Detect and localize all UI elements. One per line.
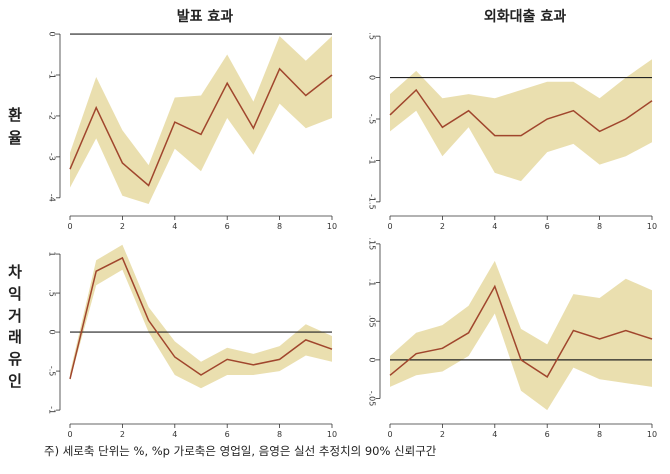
y-tick-label: -1 bbox=[368, 156, 377, 164]
x-tick-label: 6 bbox=[545, 222, 550, 231]
estimate-series-line bbox=[389, 88, 653, 137]
row-label-char: 차 bbox=[8, 263, 22, 281]
x-tick-label: 8 bbox=[277, 430, 282, 439]
y-tick-label: -2 bbox=[48, 112, 57, 120]
x-tick-label: 4 bbox=[492, 430, 497, 439]
y-tick-label: -1.5 bbox=[368, 194, 377, 210]
x-tick-label: 2 bbox=[120, 222, 125, 231]
row-label-char: 래 bbox=[8, 328, 22, 347]
y-tick-label: -3 bbox=[48, 153, 57, 161]
x-tick-label: 8 bbox=[277, 222, 282, 231]
y-tick-label: .15 bbox=[368, 237, 377, 250]
x-tick-label: 10 bbox=[327, 430, 337, 439]
x-tick-label: 0 bbox=[387, 222, 392, 231]
x-tick-label: 6 bbox=[545, 430, 550, 439]
y-tick-label: -.5 bbox=[48, 366, 57, 377]
estimate-series-line bbox=[69, 256, 333, 380]
estimate-series-line bbox=[69, 67, 333, 187]
row-label-char: 인 bbox=[8, 371, 22, 390]
x-tick-label: 2 bbox=[440, 222, 445, 231]
y-tick-label: .05 bbox=[368, 315, 377, 328]
chart-arbitrage-announcement: 1 .5 0 -.5 -1 0 2 4 6 8 10 bbox=[48, 244, 337, 439]
row-label-exchange-rate: 환 율 bbox=[4, 104, 26, 149]
x-tick-label: 2 bbox=[440, 430, 445, 439]
y-tick-label: .5 bbox=[48, 289, 57, 297]
chart-exchange-rate-announcement: 0 -1 -2 -3 -4 0 2 4 6 8 10 bbox=[48, 32, 338, 231]
x-tick-label: 0 bbox=[67, 222, 72, 231]
x-tick-label: 6 bbox=[225, 430, 230, 439]
x-tick-label: 4 bbox=[172, 222, 177, 231]
x-tick-label: 8 bbox=[597, 430, 602, 439]
y-tick-label: 0 bbox=[48, 330, 57, 335]
x-tick-label: 6 bbox=[225, 222, 230, 231]
x-tick-label: 10 bbox=[647, 430, 657, 439]
confidence-band bbox=[390, 260, 652, 411]
x-tick-label: 4 bbox=[172, 430, 177, 439]
column-title-announcement: 발표 효과 bbox=[176, 9, 234, 25]
x-tick-label: 8 bbox=[597, 222, 602, 231]
estimate-series-line bbox=[389, 284, 653, 378]
y-tick-label: -1 bbox=[48, 71, 57, 79]
x-tick-label: 2 bbox=[120, 430, 125, 439]
y-tick-label: -.5 bbox=[368, 114, 377, 125]
y-tick-label: 1 bbox=[48, 251, 57, 256]
y-tick-label: .5 bbox=[368, 32, 377, 40]
confidence-band bbox=[390, 59, 652, 182]
y-tick-label: -4 bbox=[48, 194, 57, 202]
y-tick-label: -.05 bbox=[368, 391, 377, 407]
confidence-band bbox=[70, 244, 332, 389]
row-label-char: 익 bbox=[8, 284, 22, 303]
y-tick-label: -1 bbox=[48, 406, 57, 414]
footnote: 주) 세로축 단위는 %, %p 가로축은 영업일, 음영은 실선 추정치의 9… bbox=[44, 444, 437, 458]
row-label-char: 환 bbox=[8, 106, 22, 124]
x-tick-label: 10 bbox=[327, 222, 337, 231]
confidence-band bbox=[70, 36, 332, 204]
x-tick-label: 0 bbox=[387, 430, 392, 439]
x-tick-label: 0 bbox=[67, 430, 72, 439]
y-tick-label: 0 bbox=[48, 32, 57, 37]
x-tick-label: 4 bbox=[492, 222, 497, 231]
column-title-fx-loan: 외화대출 효과 bbox=[483, 9, 567, 25]
chart-exchange-rate-fx-loan: .5 0 -.5 -1 -1.5 0 2 4 6 8 10 bbox=[368, 32, 658, 231]
y-tick-label: .1 bbox=[368, 279, 377, 287]
x-tick-label: 10 bbox=[647, 222, 657, 231]
row-label-char: 유 bbox=[8, 350, 22, 368]
y-tick-label: 0 bbox=[368, 75, 377, 80]
row-label-char: 거 bbox=[8, 306, 22, 325]
row-label-arbitrage-incentive: 차 익 거 래 유 인 bbox=[4, 262, 26, 393]
y-tick-label: 0 bbox=[368, 357, 377, 362]
chart-arbitrage-fx-loan: .15 .1 .05 0 -.05 0 2 4 6 8 10 bbox=[368, 237, 658, 439]
row-label-char: 율 bbox=[8, 128, 22, 147]
